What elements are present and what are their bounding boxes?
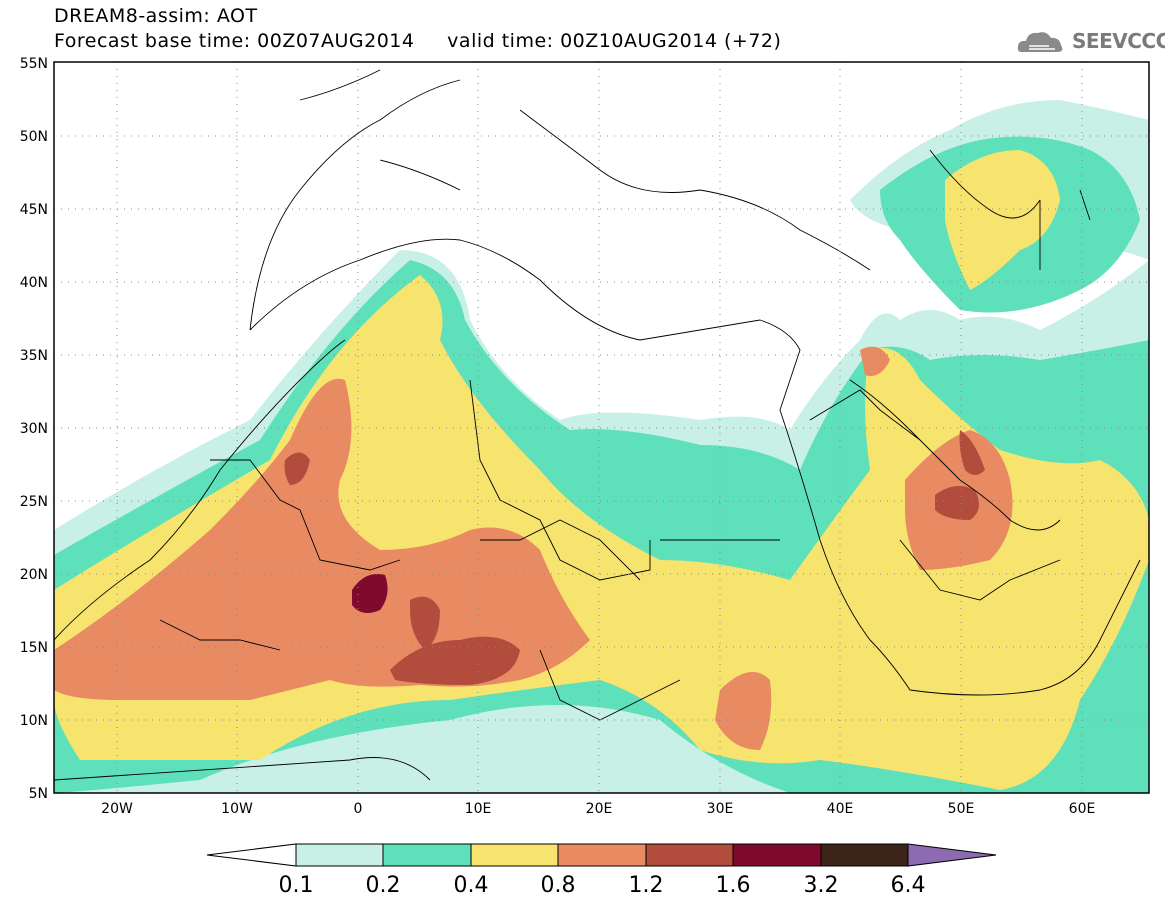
colorbar-label: 3.2 — [804, 873, 839, 898]
lat-label: 35N — [20, 348, 48, 364]
colorbar-label: 1.6 — [716, 873, 751, 898]
colorbar-label: 0.4 — [454, 873, 489, 898]
colorbar-label: 0.1 — [279, 873, 314, 898]
lon-label: 0 — [354, 801, 363, 817]
colorbar-cell — [645, 843, 734, 867]
colorbar-label: 6.4 — [891, 873, 926, 898]
lat-label: 30N — [20, 421, 48, 437]
lon-label: 60E — [1069, 801, 1096, 817]
lon-label: 30E — [707, 801, 734, 817]
forecast-time-subtitle: Forecast base time: 00Z07AUG2014 valid t… — [54, 30, 782, 52]
colorbar-cell — [732, 843, 822, 867]
graticule — [54, 62, 1149, 793]
colorbar-label: 0.2 — [366, 873, 401, 898]
lat-label: 55N — [20, 56, 48, 72]
lat-label: 45N — [20, 202, 48, 218]
colorbar-label: 0.8 — [541, 873, 576, 898]
colorbar-cell — [382, 843, 472, 867]
colorbar-cell — [470, 843, 559, 867]
lon-label: 50E — [948, 801, 975, 817]
colorbar — [206, 843, 997, 867]
colorbar-label: 1.2 — [629, 873, 664, 898]
aot-level-1.2 — [284, 430, 985, 685]
seevccc-logo-text: SEEVCCC — [1072, 29, 1165, 53]
lat-label: 15N — [20, 640, 48, 656]
colorbar-labels: 0.1 0.2 0.4 0.8 1.2 1.6 3.2 6.4 — [279, 873, 926, 898]
colorbar-cell — [820, 843, 909, 867]
lon-label: 10E — [465, 801, 492, 817]
aot-level-1.6 — [352, 574, 388, 614]
lat-label: 40N — [20, 275, 48, 291]
lon-label: 40E — [827, 801, 854, 817]
colorbar-cell — [557, 843, 647, 867]
colorbar-cell — [295, 843, 384, 867]
lat-label: 5N — [29, 786, 48, 802]
lon-label: 20E — [586, 801, 613, 817]
latitude-axis: 55N 50N 45N 40N 35N 30N 25N 20N 15N 10N … — [20, 56, 48, 802]
lat-label: 25N — [20, 494, 48, 510]
map-title: DREAM8-assim: AOT — [54, 5, 258, 27]
colorbar-cell — [206, 843, 297, 867]
lat-label: 50N — [20, 129, 48, 145]
lat-label: 10N — [20, 713, 48, 729]
lat-label: 20N — [20, 567, 48, 583]
colorbar-cell — [907, 843, 997, 867]
lon-label: 10W — [221, 801, 253, 817]
longitude-axis: 20W 10W 0 10E 20E 30E 40E 50E 60E — [101, 801, 1095, 817]
cloud-logo-icon — [1017, 32, 1063, 52]
aot-contour-fills — [54, 62, 1149, 793]
map-frame — [53, 61, 1150, 794]
lon-label: 20W — [101, 801, 133, 817]
